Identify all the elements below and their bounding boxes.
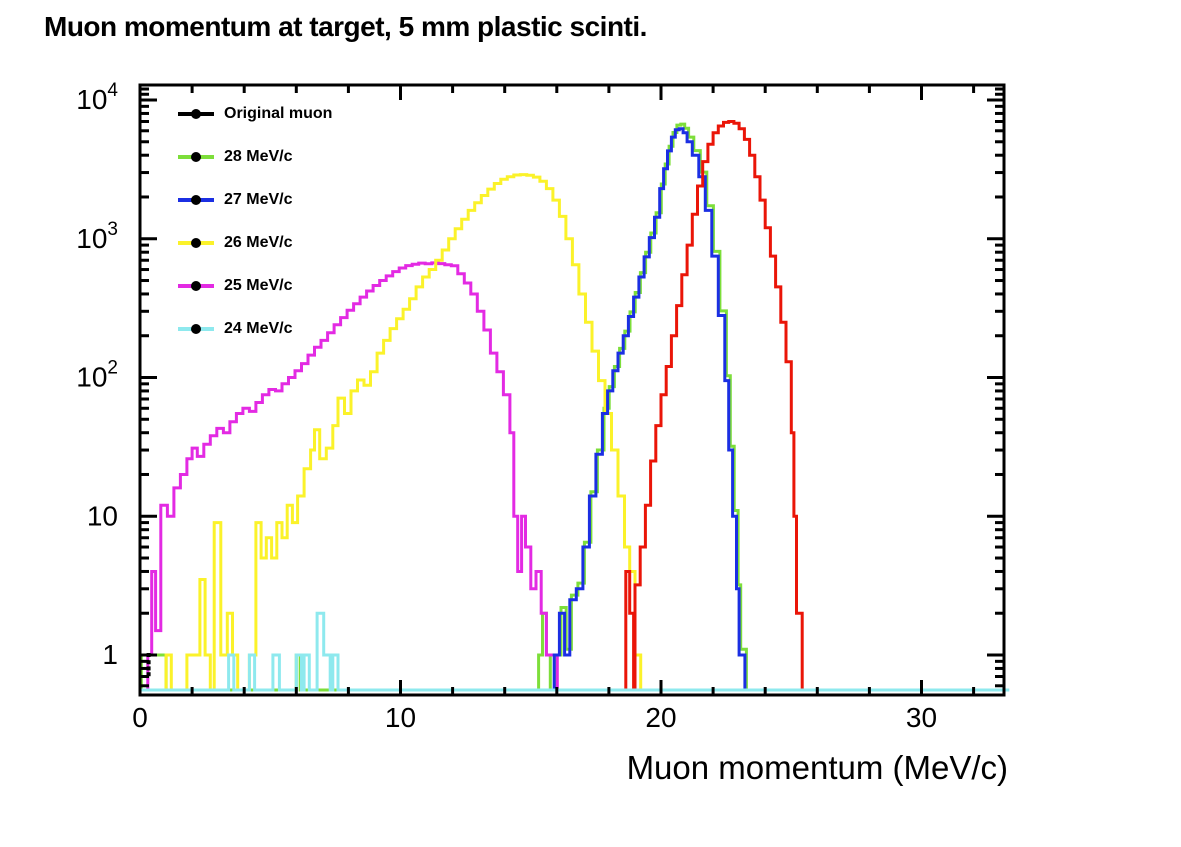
- black-histogram-mark: [146, 672, 151, 677]
- y-tick-label: 104: [76, 80, 118, 115]
- legend-swatch-line: [178, 151, 214, 162]
- plot-title: Muon momentum at target, 5 mm plastic sc…: [44, 11, 647, 42]
- legend-swatch-line: [178, 237, 214, 248]
- x-tick-label: 0: [132, 702, 148, 733]
- legend-label: 26 MeV/c: [224, 233, 293, 251]
- series-27-mev-c: [552, 127, 747, 690]
- legend-swatch-line: [178, 194, 214, 205]
- y-tick-label: 1: [102, 639, 118, 670]
- x-tick-label: 30: [906, 702, 937, 733]
- legend: Original muon 28 MeV/c 27 MeV/c 26 MeV/c 25 …: [178, 92, 332, 350]
- legend-marker-dot: [191, 108, 201, 119]
- legend-swatch-line: [178, 280, 214, 291]
- legend-label: 24 MeV/c: [224, 319, 293, 337]
- legend-entry: 25 MeV/c: [178, 264, 332, 307]
- legend-label: Original muon: [224, 104, 333, 122]
- legend-swatch-line: [178, 323, 214, 334]
- legend-entry: 24 MeV/c: [178, 307, 332, 350]
- y-tick-label: 102: [76, 358, 118, 393]
- y-tick-label: 10: [87, 500, 118, 531]
- x-axis-title: Muon momentum (MeV/c): [626, 749, 1008, 786]
- legend-label: 27 MeV/c: [224, 190, 293, 208]
- legend-entry: 26 MeV/c: [178, 221, 332, 264]
- x-tick-label: 20: [645, 702, 676, 733]
- legend-marker-dot: [191, 280, 201, 291]
- legend-label: 25 MeV/c: [224, 276, 293, 294]
- legend-entry: 28 MeV/c: [178, 135, 332, 178]
- legend-swatch-line: [178, 108, 214, 119]
- series-25-mev-c: [146, 261, 559, 690]
- series-24-mev-c: [140, 611, 1010, 692]
- legend-label: 28 MeV/c: [224, 147, 293, 165]
- legend-entry: 27 MeV/c: [178, 178, 332, 221]
- legend-marker-dot: [191, 237, 201, 248]
- legend-marker-dot: [191, 151, 201, 162]
- legend-entry: Original muon: [178, 92, 332, 135]
- y-tick-label: 103: [76, 219, 118, 254]
- series-original-muon: [624, 120, 804, 692]
- legend-marker-dot: [191, 323, 201, 334]
- legend-marker-dot: [191, 194, 201, 205]
- x-tick-label: 10: [385, 702, 416, 733]
